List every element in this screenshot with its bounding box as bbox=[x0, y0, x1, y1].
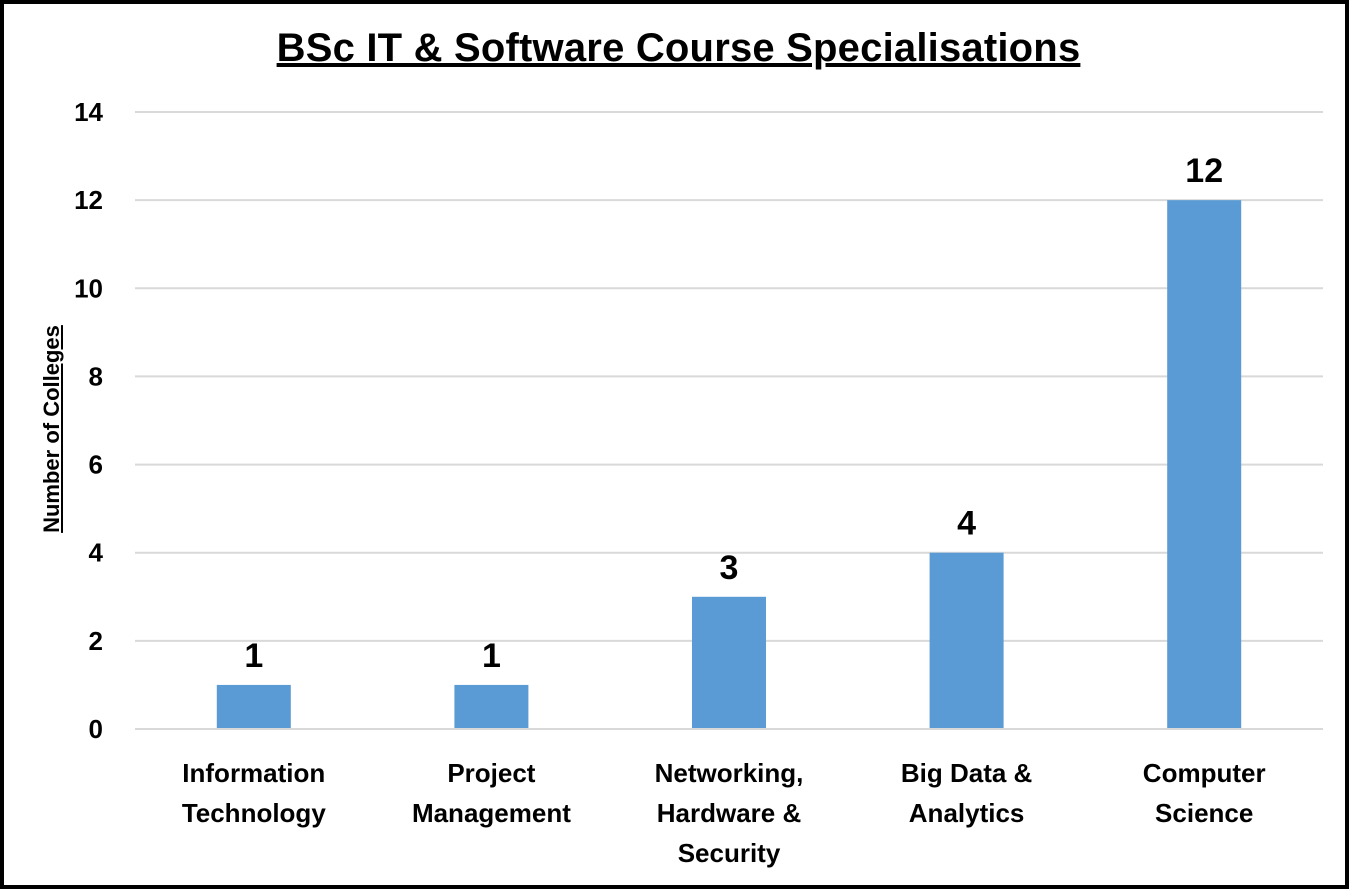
data-label: 3 bbox=[720, 549, 739, 587]
y-tick-label: 2 bbox=[89, 626, 103, 656]
x-tick-label: Management bbox=[412, 798, 571, 828]
data-label: 1 bbox=[244, 637, 263, 675]
data-label: 4 bbox=[957, 505, 976, 543]
y-tick-label: 4 bbox=[89, 538, 104, 568]
x-tick-label: Security bbox=[678, 838, 781, 868]
bar bbox=[216, 684, 291, 729]
y-tick-label: 8 bbox=[89, 361, 103, 391]
x-tick-label: Science bbox=[1155, 798, 1253, 828]
y-tick-label: 6 bbox=[89, 450, 103, 480]
y-tick-label: 14 bbox=[74, 97, 103, 127]
chart-title: BSc IT & Software Course Specialisations bbox=[276, 26, 1081, 70]
x-tick-label: Hardware & bbox=[657, 798, 802, 828]
x-tick-label: Project bbox=[447, 758, 535, 788]
x-tick-label: Information bbox=[182, 758, 325, 788]
data-label: 1 bbox=[482, 637, 501, 675]
bar bbox=[1167, 200, 1242, 730]
x-tick-label: Technology bbox=[182, 798, 327, 828]
x-tick-label: Computer bbox=[1143, 758, 1266, 788]
bar bbox=[692, 596, 766, 729]
data-label: 12 bbox=[1185, 152, 1223, 190]
x-tick-label: Analytics bbox=[909, 798, 1025, 828]
bar bbox=[454, 684, 529, 729]
bar bbox=[929, 552, 1004, 729]
x-tick-label: Networking, bbox=[655, 758, 804, 788]
x-tick-label: Big Data & bbox=[901, 758, 1032, 788]
y-tick-label: 10 bbox=[74, 273, 103, 303]
y-tick-label: 12 bbox=[74, 185, 103, 215]
y-tick-label: 0 bbox=[89, 714, 103, 744]
